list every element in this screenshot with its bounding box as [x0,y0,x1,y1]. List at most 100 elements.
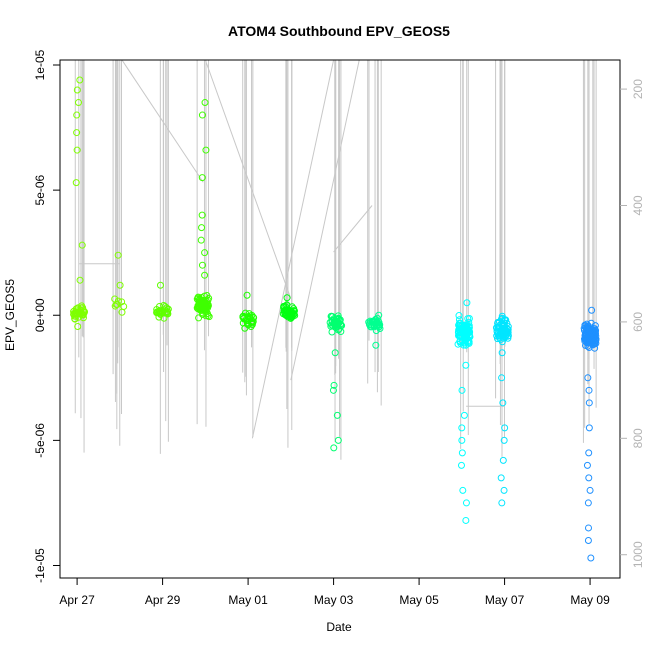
data-point [581,331,589,339]
data-point [458,424,466,432]
data-point [202,312,210,320]
data-point [73,111,81,119]
x-tick-label: May 03 [314,593,354,607]
data-point [76,76,84,84]
data-point [193,304,201,312]
data-point [504,326,512,334]
data-point [461,337,469,345]
data-point [460,411,468,419]
y-tick-label: 0e+00 [33,298,47,332]
data-point [372,341,380,349]
x-tick-label: May 05 [399,593,439,607]
data-point [500,486,508,494]
data-point [373,314,381,322]
data-point [334,312,342,320]
data-point [584,524,592,532]
x-axis-label: Date [326,620,352,634]
data-point [584,342,592,350]
transit-line [121,59,204,183]
x-tick-label: May 09 [570,593,610,607]
data-point [156,281,164,289]
data-point [591,322,599,330]
data-point [585,344,593,352]
data-point [76,276,84,284]
data-point [462,499,470,507]
data-point [79,304,87,312]
axes: Apr 27 Apr 29 May 01 May 03 May 05 May 07 May … [33,49,645,607]
data-point [458,436,466,444]
data-point [250,314,258,322]
y-tick-label: 5e-06 [33,174,47,205]
data-point [163,304,171,312]
x-tick-label: Apr 29 [145,593,181,607]
data-point [73,129,81,137]
data-point [584,536,592,544]
data-point [197,236,205,244]
data-point [457,461,465,469]
data-point [586,486,594,494]
data-point [466,333,474,341]
data-point [330,444,338,452]
data-point [73,86,81,94]
data-point [585,386,593,394]
data-point [585,474,593,482]
transit-line [333,205,373,253]
data-point [114,251,122,259]
data-point [500,436,508,444]
data-point [155,313,163,321]
data-point [455,321,463,329]
transit-line [251,59,335,439]
right-y-tick-label: 1000 [631,541,645,568]
data-point [201,271,209,279]
data-point [73,146,81,154]
data-point [155,302,163,310]
data-point [195,314,203,322]
data-point [497,474,505,482]
data-point [160,314,168,322]
transit-line [204,59,292,299]
data-point [111,302,119,310]
pressure-profile-lines [74,59,597,460]
data-point [585,399,593,407]
data-point [198,211,206,219]
right-y-tick-label: 800 [631,428,645,448]
data-point [78,241,86,249]
y-tick-label: -1e-05 [33,548,47,583]
data-point [459,329,467,337]
data-point [494,324,502,332]
data-point [585,424,593,432]
data-point [114,297,122,305]
y-axis-label: EPV_GEOS5 [3,279,17,351]
data-point [368,321,376,329]
data-point [503,329,511,337]
data-point [334,436,342,444]
data-point [330,381,338,389]
data-point [501,424,509,432]
data-point [198,261,206,269]
data-point [462,361,470,369]
data-point [72,179,80,187]
data-point [498,349,506,357]
data-point [584,499,592,507]
data-point [462,516,470,524]
data-point [204,302,212,310]
data-point [583,338,591,346]
data-point [499,456,507,464]
data-point [464,315,472,323]
transit-line [115,59,119,264]
data-point [239,313,247,321]
data-point [74,323,82,331]
x-tick-label: May 01 [228,593,268,607]
data-point [204,296,212,304]
data-point [244,321,252,329]
data-point [338,322,346,330]
data-point [463,299,471,307]
data-point [202,146,210,154]
right-y-tick-label: 600 [631,312,645,332]
data-points [70,76,600,562]
data-point [455,312,463,320]
data-point [588,327,596,335]
data-point [116,281,124,289]
data-point [459,486,467,494]
data-point [585,449,593,457]
